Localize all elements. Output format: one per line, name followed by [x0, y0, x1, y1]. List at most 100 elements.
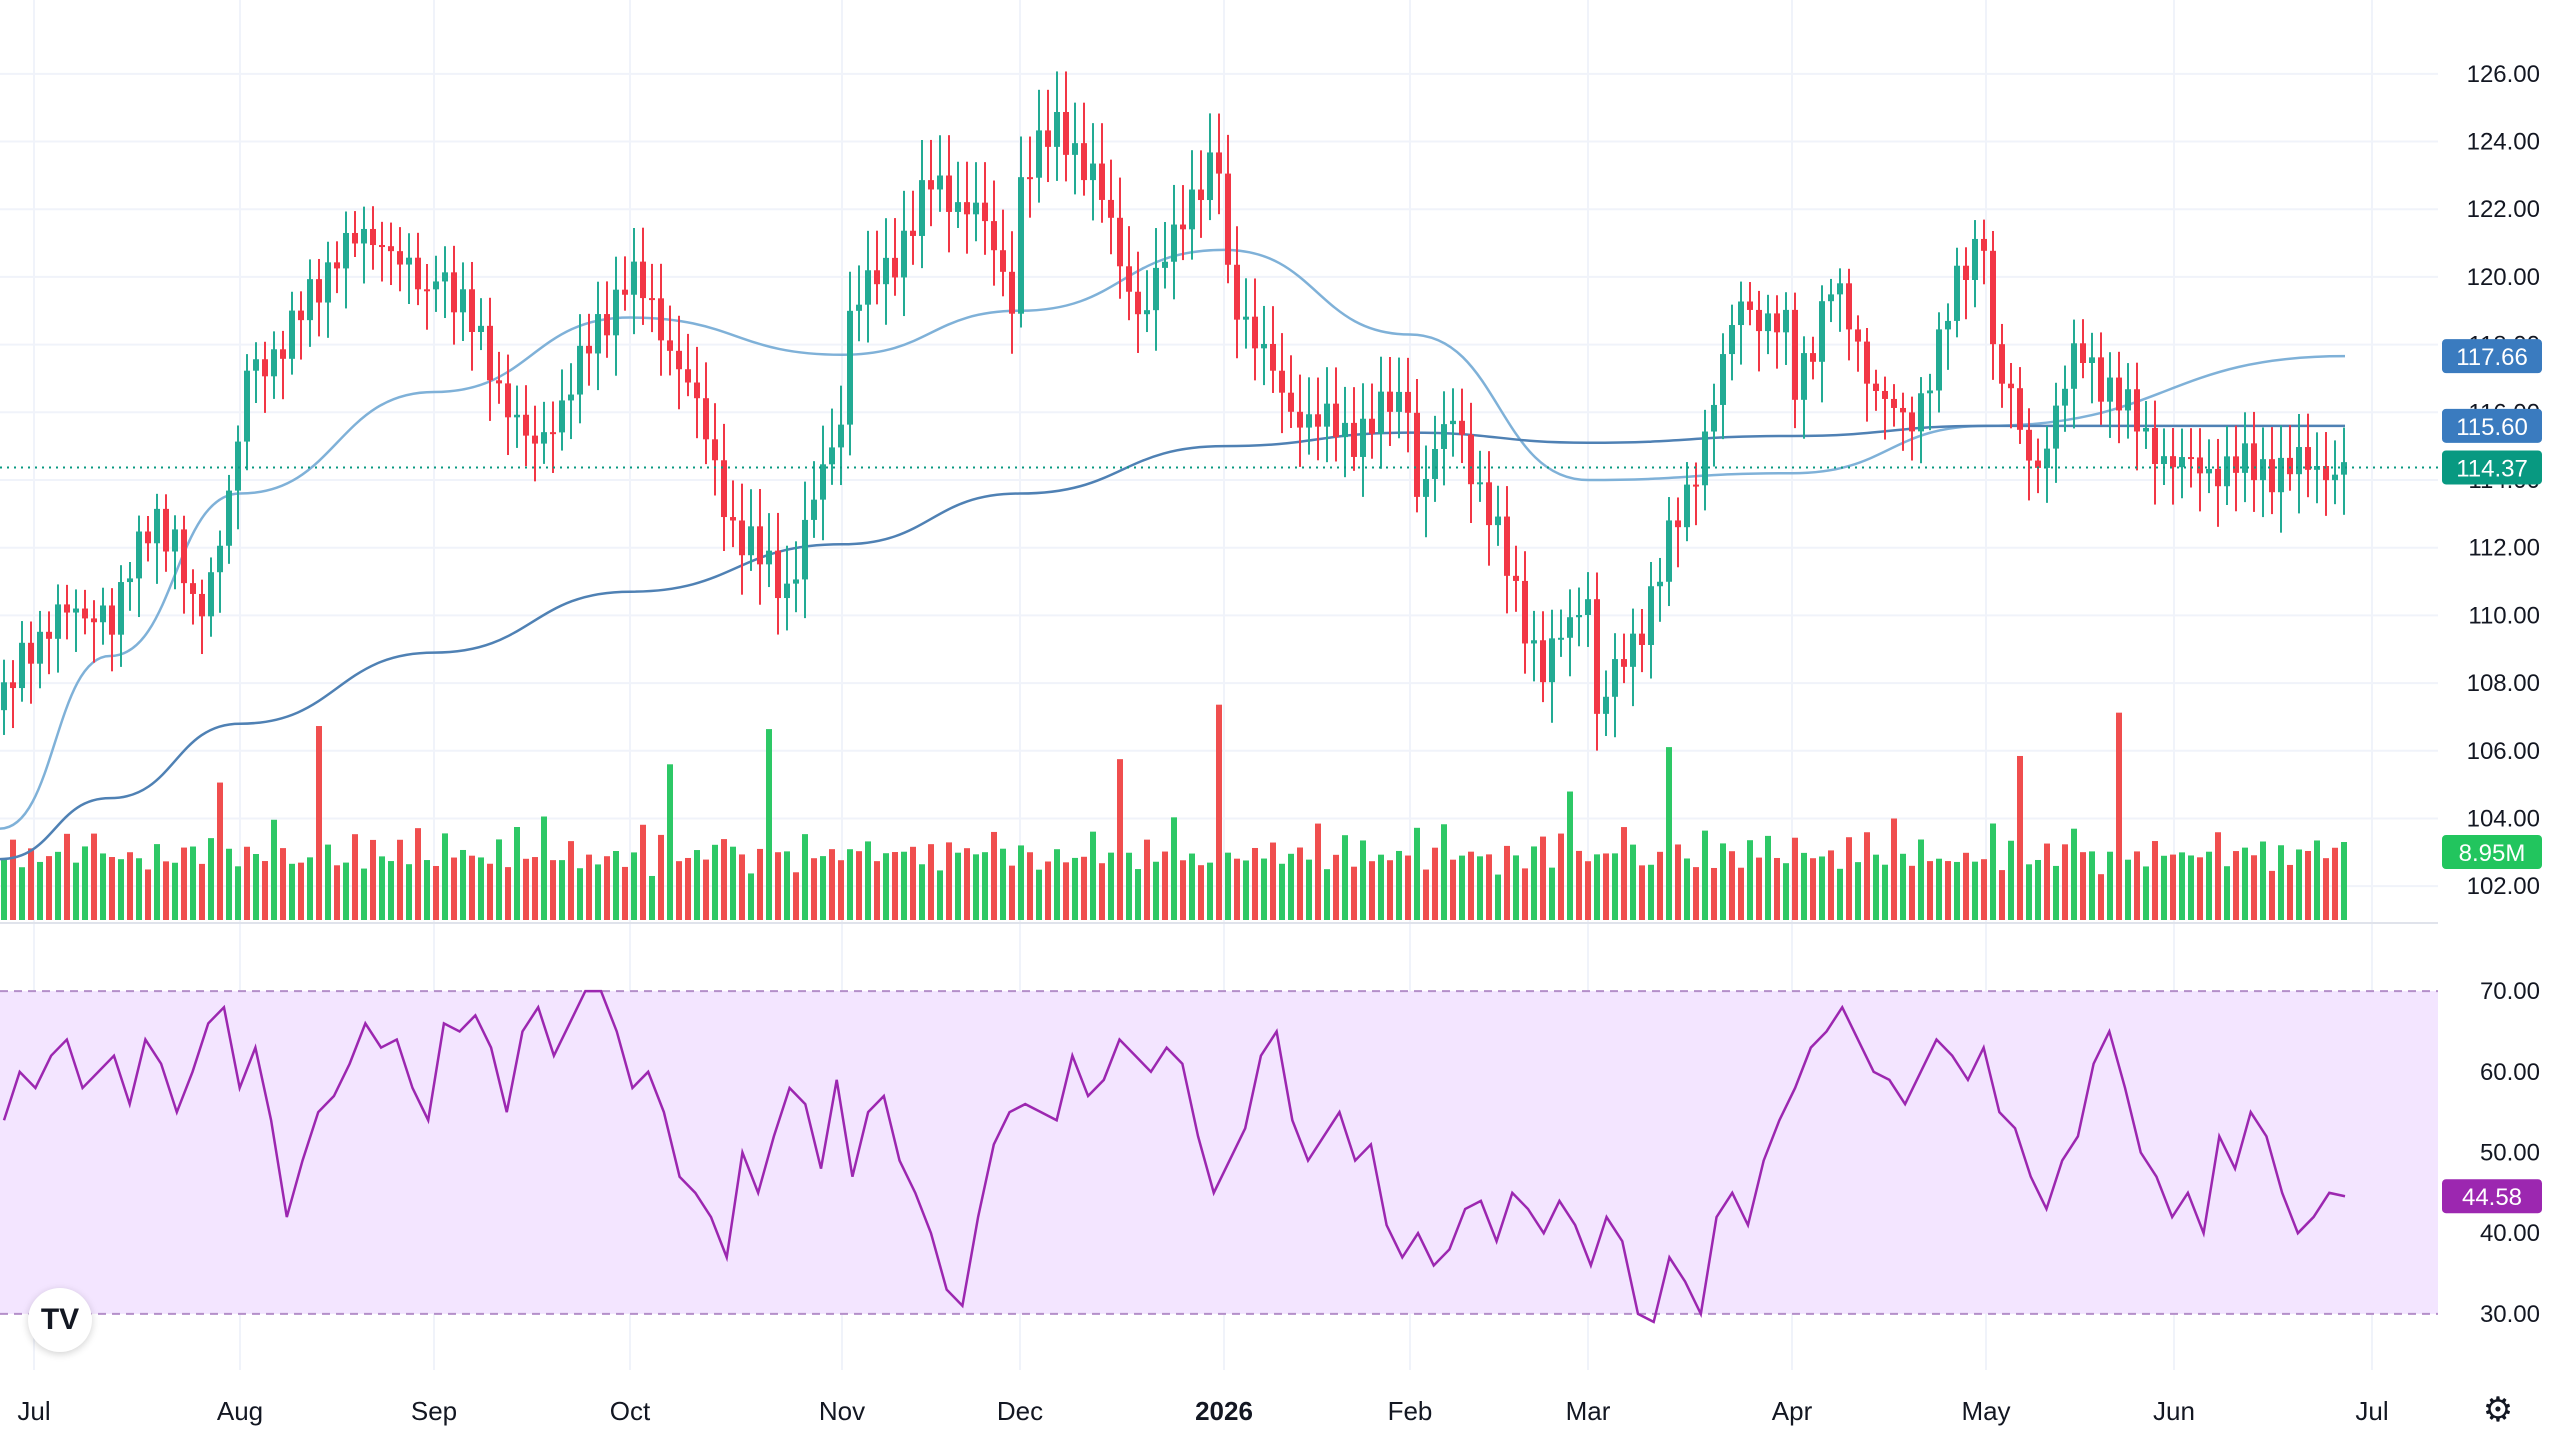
- ma-value-tag-text: 117.66: [2456, 344, 2528, 371]
- volume-bar: [1225, 852, 1231, 920]
- volume-bar: [631, 852, 637, 920]
- volume-bar: [1558, 833, 1564, 920]
- volume-bar: [1387, 860, 1393, 920]
- candle-body: [442, 272, 448, 282]
- candle-body: [1585, 599, 1591, 616]
- candle-body: [640, 261, 646, 299]
- candle-body: [433, 281, 439, 290]
- candle-body: [1765, 313, 1771, 332]
- candle-body: [739, 520, 745, 556]
- volume-bar: [10, 839, 16, 920]
- candle-body: [550, 432, 556, 435]
- candle-body: [1981, 238, 1987, 251]
- candle-body: [1522, 580, 1528, 644]
- candle-body: [1954, 265, 1960, 321]
- time-tick-label: Mar: [1566, 1396, 1611, 1426]
- tradingview-logo[interactable]: TV: [28, 1288, 92, 1352]
- volume-bar: [1792, 837, 1798, 920]
- volume-bar: [271, 819, 277, 920]
- volume-bar: [766, 729, 772, 920]
- volume-bar: [1585, 861, 1591, 920]
- price-tick-label: 110.00: [2468, 602, 2540, 629]
- last-price-tag: 114.37: [2442, 450, 2542, 485]
- candle-body: [829, 447, 835, 465]
- candle-body: [352, 232, 358, 244]
- candle-body: [955, 202, 961, 212]
- candle-body: [2251, 443, 2257, 481]
- candle-body: [397, 251, 403, 265]
- candle-body: [730, 517, 736, 521]
- volume-bar: [1882, 864, 1888, 920]
- candle-body: [910, 230, 916, 236]
- candle-body: [1000, 250, 1006, 272]
- candle-body: [1198, 189, 1204, 201]
- candle-body: [1810, 353, 1816, 362]
- candle-body: [1414, 412, 1420, 497]
- candle-body: [2107, 377, 2113, 402]
- volume-bar: [172, 862, 178, 920]
- candle-body: [631, 261, 637, 295]
- candle-body: [1081, 143, 1087, 181]
- candle-body: [424, 289, 430, 292]
- volume-bar: [559, 860, 565, 920]
- volume-bar: [1189, 853, 1195, 920]
- volume-bar: [2314, 840, 2320, 920]
- candle-body: [568, 394, 574, 401]
- volume-bar: [478, 857, 484, 920]
- candle-body: [2206, 468, 2212, 474]
- candle-body: [802, 519, 808, 580]
- candle-body: [703, 398, 709, 440]
- candle-body: [1207, 152, 1213, 201]
- volume-bar: [451, 857, 457, 920]
- candle-body: [1099, 163, 1105, 200]
- time-axis[interactable]: Jul Aug Sep Oct Nov Dec 2026 Feb Mar Apr May Jun Jul: [17, 1396, 2388, 1426]
- gear-icon[interactable]: ⚙: [2482, 1391, 2514, 1429]
- rsi-tick-label: 30.00: [2480, 1301, 2540, 1328]
- volume-bar: [280, 848, 286, 920]
- volume-bar: [847, 849, 853, 920]
- candle-body: [1882, 390, 1888, 399]
- volume-bar: [190, 846, 196, 920]
- volume-bar: [1207, 862, 1213, 920]
- volume-bar: [1927, 861, 1933, 920]
- candle-body: [2215, 468, 2221, 487]
- price-tick-label: 108.00: [2467, 670, 2540, 697]
- volume-bar: [487, 863, 493, 920]
- ma-value-tag-bg: [2442, 408, 2542, 443]
- price-tick-label: 120.00: [2467, 264, 2540, 291]
- candle-body: [460, 289, 466, 313]
- candle-body: [1612, 659, 1618, 697]
- volume-bar: [433, 865, 439, 920]
- volume-bar: [46, 856, 52, 920]
- volume-bar: [523, 858, 529, 920]
- candle-body: [514, 414, 520, 418]
- volume-bar: [1981, 859, 1987, 920]
- volume-bar: [1972, 861, 1978, 920]
- volume-bar: [1954, 861, 1960, 920]
- price-tick-label: 112.00: [2468, 535, 2540, 562]
- volume-bar: [388, 861, 394, 920]
- candle-body: [2026, 429, 2032, 461]
- candle-body: [2305, 447, 2311, 470]
- volume-bar: [91, 833, 97, 920]
- candle-body: [532, 435, 538, 444]
- volume-bar: [1540, 836, 1546, 920]
- candle-body: [1891, 398, 1897, 408]
- volume-bar: [1099, 863, 1105, 920]
- volume-bar: [1846, 837, 1852, 920]
- volume-bar: [55, 851, 61, 920]
- volume-bar: [1567, 791, 1573, 920]
- candle-body: [2125, 389, 2131, 411]
- volume-bar: [640, 824, 646, 920]
- candle-body: [1396, 391, 1402, 412]
- volume-bar: [1630, 844, 1636, 920]
- candle-body: [109, 605, 115, 635]
- volume-bar: [676, 861, 682, 920]
- volume-bar: [1027, 852, 1033, 920]
- volume-bar: [2062, 844, 2068, 920]
- candle-body: [1153, 267, 1159, 311]
- volume-bar: [532, 857, 538, 920]
- volume-bar: [154, 844, 160, 920]
- candle-body: [2287, 457, 2293, 475]
